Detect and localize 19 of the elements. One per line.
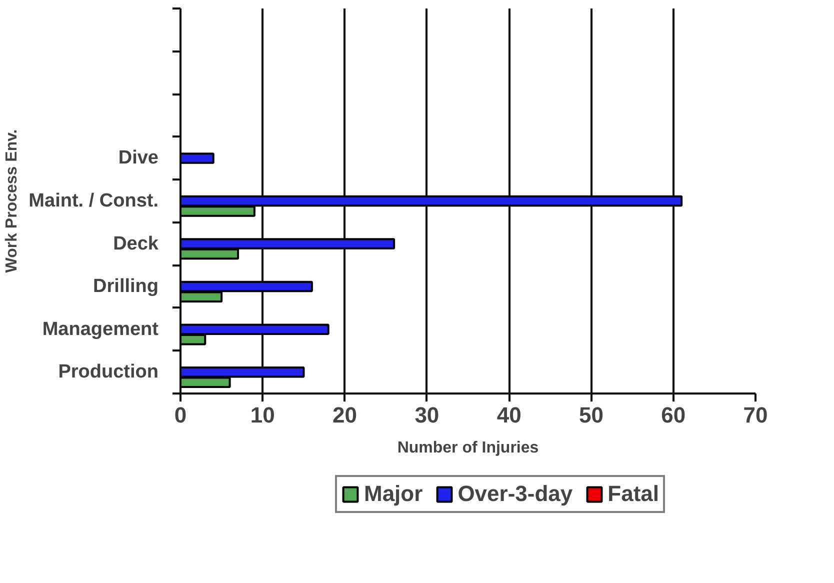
- x-tick-label: 10: [250, 402, 275, 428]
- y-tick-label: Deck: [113, 233, 159, 254]
- x-tick-label: 50: [578, 402, 604, 428]
- legend-label: Fatal: [608, 481, 659, 507]
- x-tick-label: 70: [743, 402, 768, 428]
- y-tick-label: Maint. / Const.: [28, 190, 158, 212]
- legend-label: Over-3-day: [458, 481, 573, 507]
- x-axis-title: Number of Injuries: [397, 440, 539, 456]
- y-axis-title: Work Process Env.: [4, 129, 21, 273]
- y-tick-label: Dive: [118, 148, 159, 169]
- x-tick-label: 0: [174, 402, 187, 428]
- x-tick-label: 60: [661, 402, 686, 428]
- y-tick-label: Drilling: [93, 276, 159, 298]
- x-tick-label: 20: [332, 402, 358, 428]
- x-tick-label: 30: [414, 402, 440, 428]
- y-tick-label: Management: [42, 318, 160, 340]
- legend-label: Major: [364, 481, 423, 507]
- x-tick-label: 40: [496, 402, 522, 428]
- y-tick-label: Production: [58, 362, 159, 383]
